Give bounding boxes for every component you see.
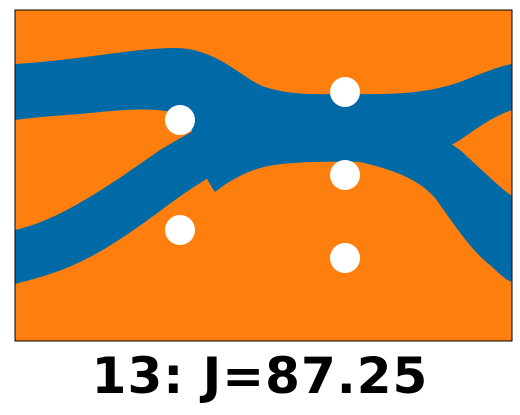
obstacle-left-lower — [165, 215, 195, 245]
obstacle-right-bottom — [330, 243, 360, 273]
design-field — [0, 0, 520, 345]
iteration-objective-label: 13: J=87.25 — [0, 340, 520, 412]
obstacle-right-top — [330, 77, 360, 107]
obstacle-left-upper — [165, 105, 195, 135]
obstacle-right-middle — [330, 160, 360, 190]
